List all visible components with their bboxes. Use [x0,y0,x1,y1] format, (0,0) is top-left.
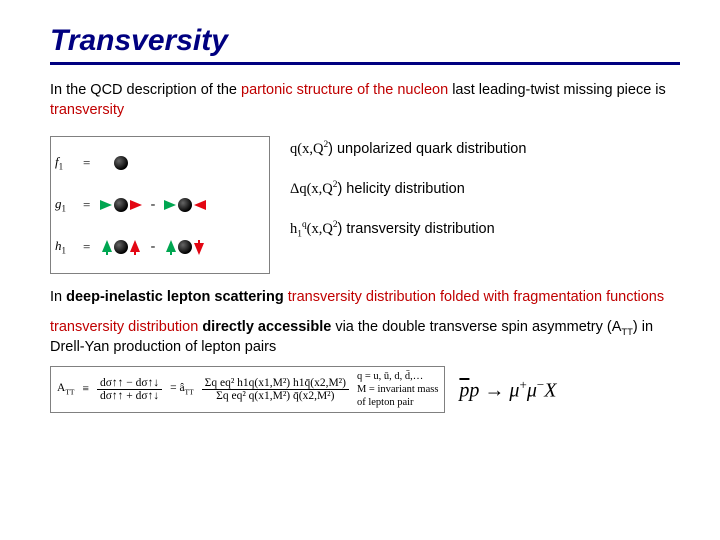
g1-label: g1 [55,196,77,214]
equals-sign: = [83,155,93,171]
minus-sign: - [149,239,157,255]
arrow-right-icon [164,200,176,210]
h1-row: h1 = - [55,228,265,266]
intro-highlight-1: partonic structure of the nucleon [241,82,448,98]
arrow-up-icon [166,240,176,255]
h1-label: h1 [55,238,77,256]
dis-highlight: transversity distribution folded with fr… [288,289,664,305]
dist-h1: h1q(x,Q2) transversity distribution [290,220,680,240]
density-diagram: f1 = g1 = - [50,136,270,274]
transversity-cell [163,232,207,262]
process-equation: pp → μ+μ−X [459,377,556,403]
transversity-cell [99,232,143,262]
minus-sign: - [149,197,157,213]
helicity-cell [163,190,207,220]
arrow-up-icon [130,240,140,255]
blob-icon [99,148,143,178]
arrow-left-icon [194,200,206,210]
f1-row: f1 = [55,144,265,182]
dist-dq: Δq(x,Q2) helicity distribution [290,180,680,198]
arrow-right-icon [100,200,112,210]
drellyan-paragraph: transversity distribution directly acces… [50,318,680,358]
f1-label: f1 [55,154,77,172]
intro-highlight-2: transversity [50,102,124,118]
arrow-up-icon [102,240,112,255]
intro-text: In the QCD description of the [50,82,241,98]
helicity-cell [99,190,143,220]
distribution-list: q(x,Q2) unpolarized quark distribution Δ… [290,136,680,239]
equals-sign: = [83,197,93,213]
equals-sign: = [83,239,93,255]
arrow-down-icon [194,240,204,255]
intro-text: last leading-twist missing piece is [448,82,666,98]
dist-q: q(x,Q2) unpolarized quark distribution [290,140,680,158]
arrow-right-icon [130,200,142,210]
g1-row: g1 = - [55,186,265,224]
dy-highlight: transversity distribution [50,319,198,335]
dy-bold: directly accessible [202,319,331,335]
dis-bold: deep-inelastic lepton scattering [66,289,284,305]
dis-paragraph: In deep-inelastic lepton scattering tran… [50,288,680,308]
intro-paragraph: In the QCD description of the partonic s… [50,81,680,120]
slide-title: Transversity [50,24,680,65]
asymmetry-formula: ATT ≡ dσ↑↑ − dσ↑↓ dσ↑↑ + dσ↑↓ = âTT Σq e… [50,366,445,413]
